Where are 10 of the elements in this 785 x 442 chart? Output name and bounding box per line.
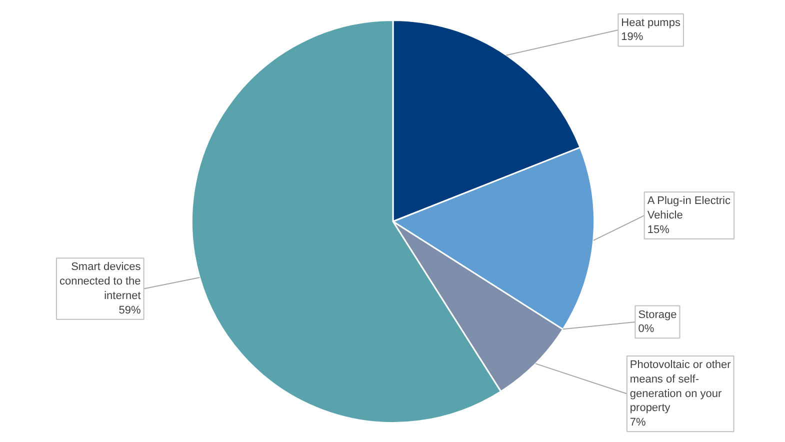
slice-label: Heat pumps [621,16,681,29]
data-label: 59% [118,304,142,316]
slice-label: Smart devices connected to the internet [59,261,142,302]
slice-label: A Plug-in Electric Vehicle [647,195,731,222]
text: 0% [638,323,654,336]
data-label: 19% [621,31,644,44]
category-label: Storage [638,308,677,321]
data-label: 7% [630,416,646,429]
data-label: 15% [647,224,670,236]
slice-label: Photovoltaic or other means of self-generation on your property [630,358,732,414]
